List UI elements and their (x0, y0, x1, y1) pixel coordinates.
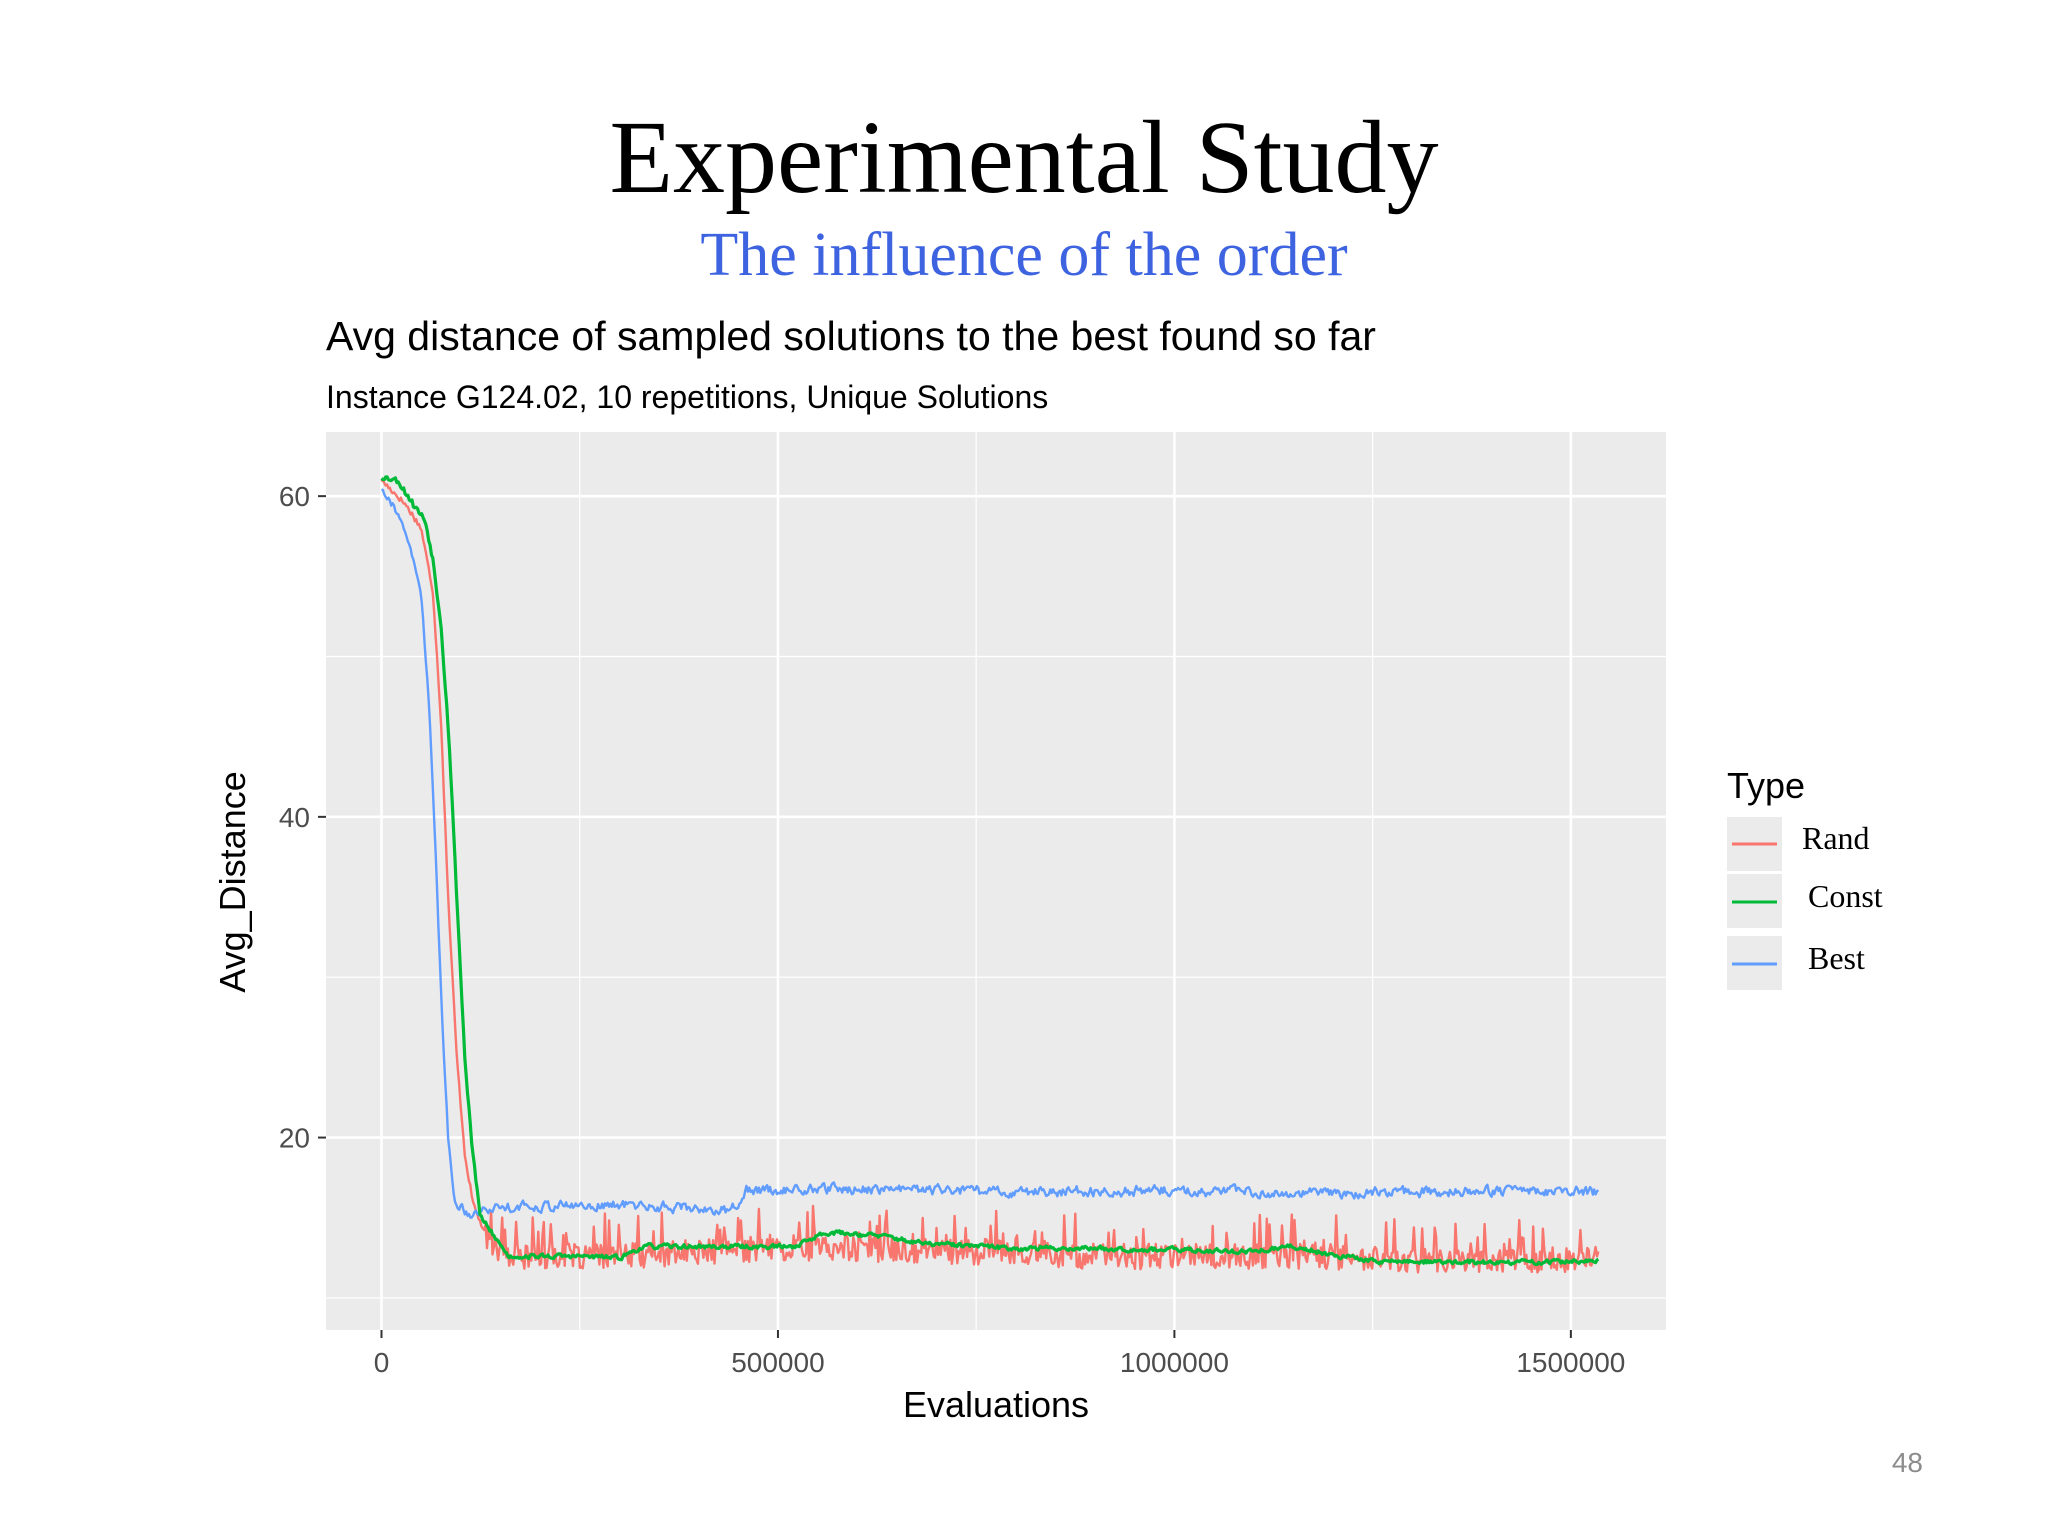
legend-item-const: Const (1727, 874, 1883, 928)
x-tick-label: 0 (374, 1347, 390, 1378)
page-number: 48 (1891, 1447, 1923, 1478)
slide-title: Experimental Study (609, 100, 1439, 215)
series-layer (380, 475, 1600, 1274)
x-axis-title: Evaluations (903, 1384, 1089, 1425)
legend-label-best: Best (1808, 940, 1865, 976)
y-axis: 20 40 60 (279, 481, 326, 1154)
legend-label-rand: Rand (1802, 820, 1870, 856)
plot-panel (326, 432, 1666, 1330)
legend-item-rand: Rand (1727, 817, 1870, 871)
grid-minor (326, 432, 1666, 1330)
legend-label-const: Const (1808, 878, 1883, 914)
chart-title: Avg distance of sampled solutions to the… (326, 313, 1376, 359)
x-tick-label: 1000000 (1120, 1347, 1229, 1378)
x-tick-label: 1500000 (1516, 1347, 1625, 1378)
series-line-best (381, 488, 1600, 1219)
slide-subtitle: The influence of the order (700, 221, 1348, 289)
series-line-const (380, 475, 1600, 1267)
legend: Type Rand Const Best (1727, 765, 1883, 990)
y-tick-label: 60 (279, 481, 310, 512)
x-axis: 0 500000 1000000 1500000 (374, 1330, 1625, 1378)
y-tick-label: 20 (279, 1123, 310, 1154)
grid-major (326, 432, 1666, 1330)
x-tick-label: 500000 (731, 1347, 824, 1378)
legend-item-best: Best (1727, 936, 1865, 990)
chart-subtitle: Instance G124.02, 10 repetitions, Unique… (326, 379, 1048, 415)
y-tick-label: 40 (279, 802, 310, 833)
legend-title: Type (1727, 765, 1805, 806)
y-axis-title: Avg_Distance (212, 771, 253, 992)
